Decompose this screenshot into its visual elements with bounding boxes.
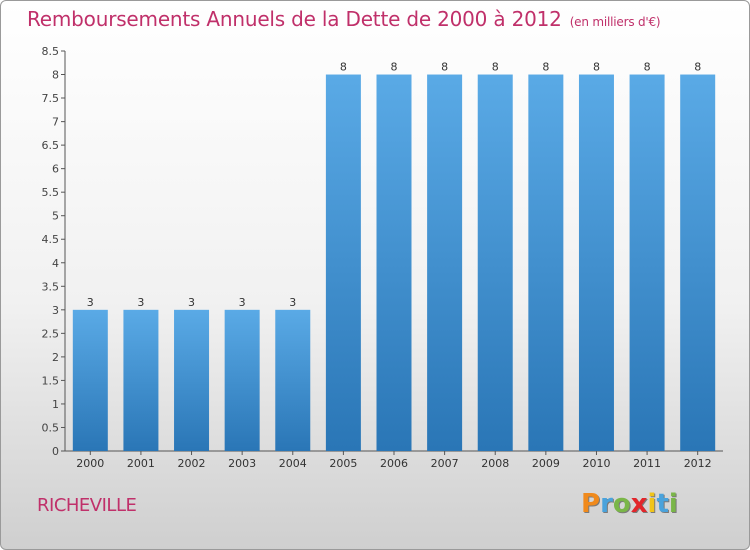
bar <box>72 309 108 451</box>
bar-value-label: 8 <box>492 61 499 74</box>
bar <box>275 309 311 451</box>
y-tick-label: 3.5 <box>42 280 60 293</box>
bar-value-label: 8 <box>542 61 549 74</box>
y-tick-label: 1 <box>52 398 59 411</box>
bar-value-label: 8 <box>694 61 701 74</box>
bar-value-label: 3 <box>289 296 296 309</box>
logo-letter: i <box>647 489 657 519</box>
logo-letter: r <box>600 489 613 519</box>
bar-value-label: 8 <box>593 61 600 74</box>
bar-value-label: 8 <box>441 61 448 74</box>
bar-value-label: 8 <box>644 61 651 74</box>
x-tick-label: 2010 <box>582 457 610 470</box>
bar <box>427 74 463 451</box>
y-tick-label: 0.5 <box>42 421 60 434</box>
y-tick-label: 2 <box>52 351 59 364</box>
bar-value-label: 3 <box>87 296 94 309</box>
bar-value-label: 8 <box>391 61 398 74</box>
x-tick-label: 2011 <box>633 457 661 470</box>
x-tick-label: 2006 <box>380 457 408 470</box>
y-tick-label: 8 <box>52 69 59 82</box>
y-tick-label: 4 <box>52 257 59 270</box>
x-tick-label: 2007 <box>431 457 459 470</box>
x-tick-label: 2009 <box>532 457 560 470</box>
bar-value-label: 3 <box>137 296 144 309</box>
bar <box>629 74 665 451</box>
bar <box>224 309 260 451</box>
y-tick-label: 6 <box>52 163 59 176</box>
bar <box>477 74 513 451</box>
y-tick-label: 6.5 <box>42 139 60 152</box>
proxiti-logo: Proxiti <box>581 489 678 519</box>
bar <box>376 74 412 451</box>
y-tick-label: 3 <box>52 304 59 317</box>
logo-letter: x <box>630 489 648 519</box>
x-tick-label: 2012 <box>684 457 712 470</box>
chart-title: Remboursements Annuels de la Dette de 20… <box>27 7 661 31</box>
x-tick-label: 2008 <box>481 457 509 470</box>
x-tick-label: 2001 <box>127 457 155 470</box>
bar-value-label: 3 <box>188 296 195 309</box>
x-tick-label: 2005 <box>329 457 357 470</box>
bar <box>174 309 210 451</box>
title-text: Remboursements Annuels de la Dette de 20… <box>27 7 562 31</box>
logo-letter: i <box>668 489 678 519</box>
y-tick-label: 7 <box>52 116 59 129</box>
x-tick-label: 2000 <box>76 457 104 470</box>
y-tick-label: 5 <box>52 210 59 223</box>
y-tick-label: 1.5 <box>42 374 60 387</box>
logo-letter: P <box>581 489 601 519</box>
bar <box>123 309 159 451</box>
bars <box>72 74 716 451</box>
logo-letter: o <box>612 489 631 519</box>
axes: 0 0.5 1 1.5 2 2.5 3 3.5 4 4.5 5 5.5 6 6.5 7 7.5 8 8.5 <box>42 45 723 458</box>
bar <box>680 74 716 451</box>
place-name: RICHEVILLE <box>37 495 137 516</box>
bar <box>578 74 614 451</box>
y-tick-label: 0 <box>52 445 59 458</box>
x-tick-label: 2003 <box>228 457 256 470</box>
bar <box>325 74 361 451</box>
logo-letter: t <box>656 489 669 519</box>
unit-text: (en milliers d'€) <box>569 15 661 29</box>
labels: 3 2000 3 2001 3 2002 3 2003 3 2004 8 2005 8 2006 8 2007… <box>76 61 711 470</box>
y-tick-label: 4.5 <box>42 233 60 246</box>
y-tick-label: 2.5 <box>42 327 60 340</box>
bar <box>528 74 564 451</box>
bar-value-label: 8 <box>340 61 347 74</box>
y-tick-label: 7.5 <box>42 92 60 105</box>
bar-value-label: 3 <box>239 296 246 309</box>
y-tick-label: 8.5 <box>42 45 60 58</box>
y-tick-label: 5.5 <box>42 186 60 199</box>
x-tick-label: 2004 <box>279 457 307 470</box>
x-tick-label: 2002 <box>178 457 206 470</box>
